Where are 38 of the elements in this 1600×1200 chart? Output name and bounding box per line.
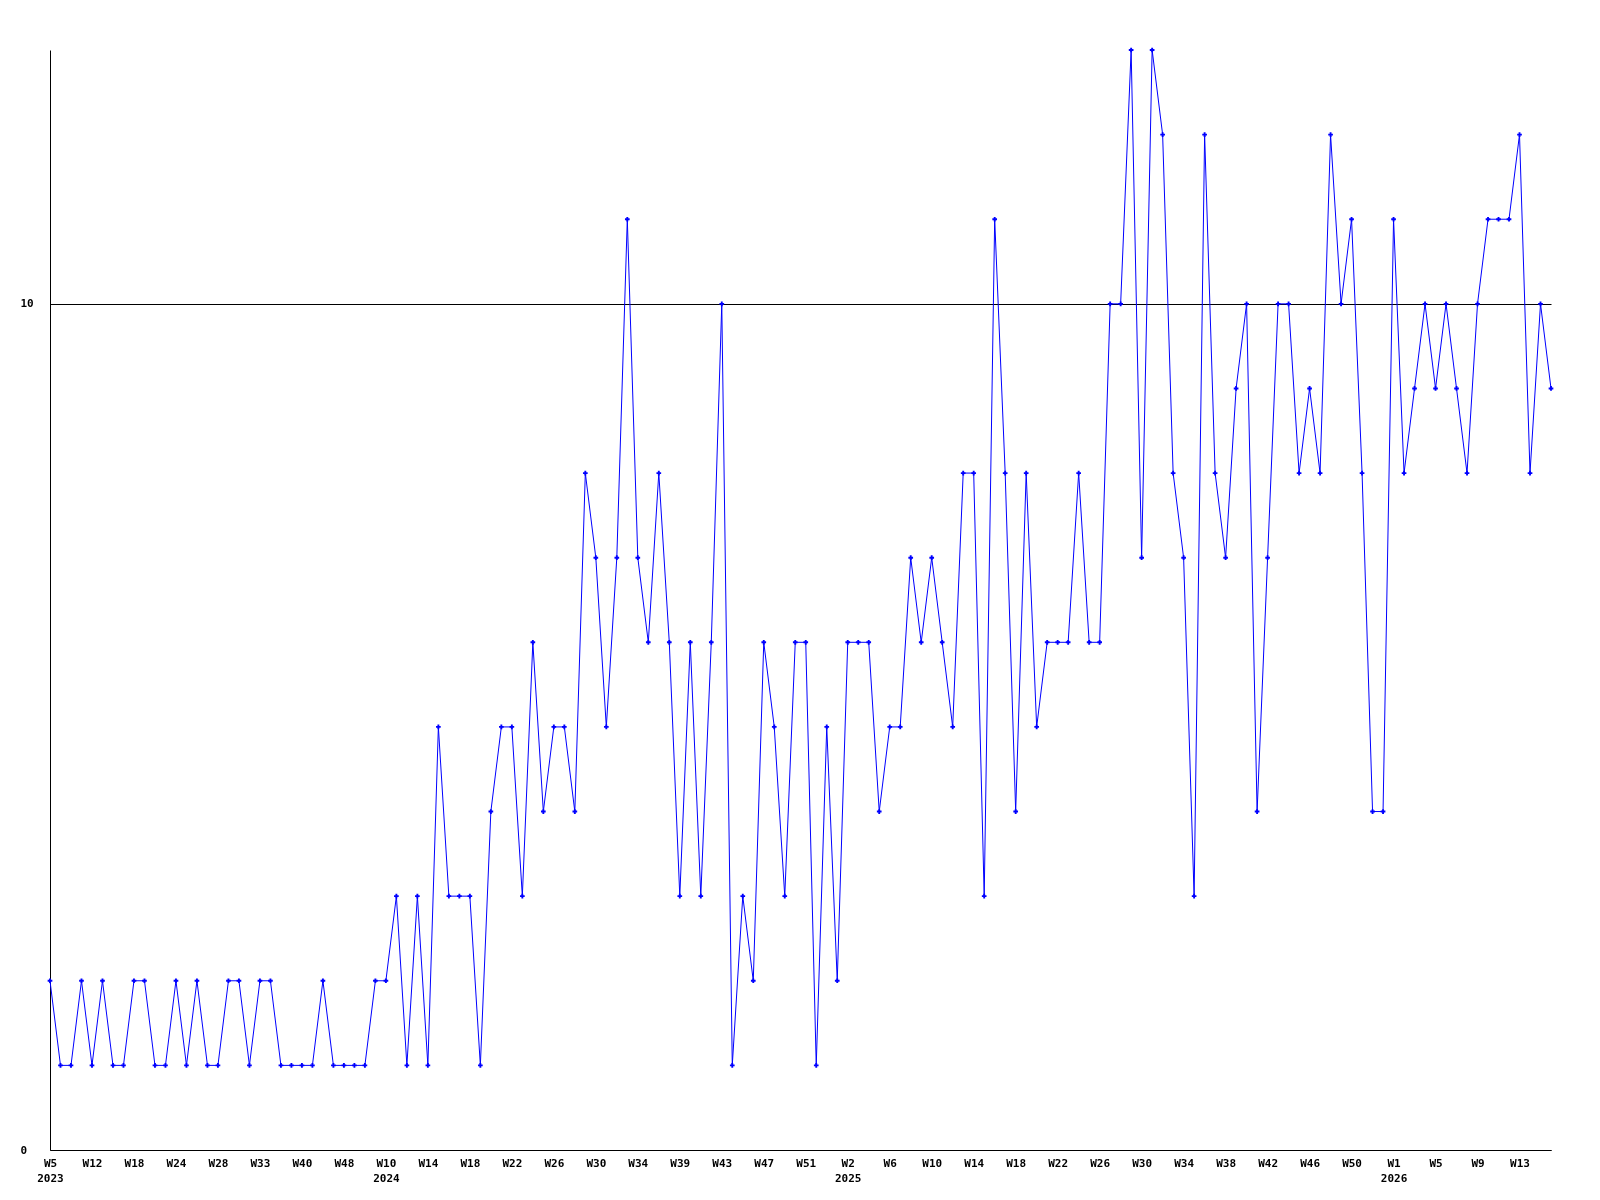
x-tick-label: W22 — [1048, 1156, 1069, 1170]
x-tick-label: W14 — [418, 1156, 439, 1170]
x-tick-label: W18 — [1006, 1156, 1027, 1170]
x-tick-label: W10 — [922, 1156, 943, 1170]
x-tick-label: W46 — [1300, 1156, 1321, 1170]
x-tick-label: W43 — [712, 1156, 733, 1170]
x-tick-label: W13 — [1510, 1156, 1530, 1170]
x-tick-label: W30 — [1132, 1156, 1153, 1170]
x-tick-label: W10 2024 — [373, 1156, 401, 1185]
x-tick-label: W6 — [883, 1156, 898, 1170]
y-tick-label: 0 — [20, 1143, 28, 1157]
x-tick-label: W1 2026 — [1380, 1156, 1408, 1185]
x-tick-label: W30 — [586, 1156, 607, 1170]
x-tick-label: W38 — [1216, 1156, 1237, 1170]
x-tick-label: W12 — [82, 1156, 103, 1170]
x-tick-label: W5 — [1429, 1156, 1443, 1170]
x-tick-label: W18 — [460, 1156, 481, 1170]
x-tick-label: W51 — [796, 1156, 817, 1170]
x-tick-label: W40 — [292, 1156, 313, 1170]
x-tick-label: W34 — [628, 1156, 649, 1170]
x-tick-label: W42 — [1258, 1156, 1279, 1170]
x-tick-label: W5 2023 — [37, 1156, 64, 1185]
x-tick-label: W26 — [1090, 1156, 1111, 1170]
x-tick-label: W26 — [544, 1156, 565, 1170]
x-tick-label: W50 — [1342, 1156, 1362, 1170]
x-tick-label: W39 — [670, 1156, 691, 1170]
x-tick-label: W24 — [166, 1156, 187, 1170]
y-tick-label: 10 — [20, 297, 34, 311]
x-tick-label: W14 — [964, 1156, 985, 1170]
x-tick-label: W34 — [1174, 1156, 1195, 1170]
x-tick-label: W33 — [250, 1156, 271, 1170]
x-tick-label: W28 — [208, 1156, 229, 1170]
x-tick-label: W18 — [124, 1156, 145, 1170]
x-tick-label: W48 — [334, 1156, 355, 1170]
x-tick-label: W9 — [1471, 1156, 1485, 1170]
x-tick-label: W47 — [754, 1156, 775, 1170]
x-tick-label: W2 2025 — [834, 1156, 862, 1185]
x-tick-label: W22 — [502, 1156, 523, 1170]
